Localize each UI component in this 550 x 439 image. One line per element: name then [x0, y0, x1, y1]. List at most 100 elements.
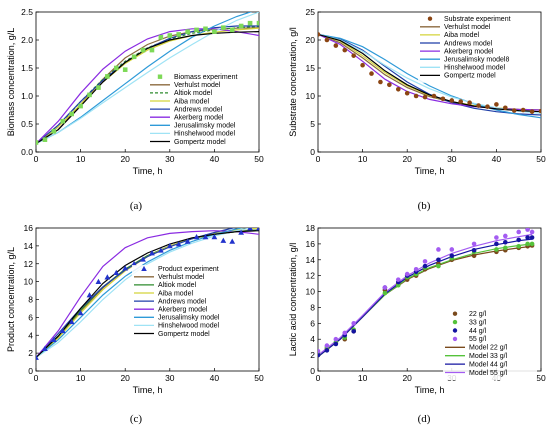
data-point	[378, 79, 383, 85]
legend-label: Jerusalimsky model8	[444, 57, 509, 64]
data-point	[86, 292, 93, 298]
data-point	[422, 94, 428, 100]
x-axis-label: Time, h	[133, 166, 163, 176]
x-tick-label: 10	[76, 373, 86, 383]
data-point	[113, 65, 119, 71]
panel-caption: (c)	[130, 413, 143, 425]
data-point	[194, 27, 199, 33]
data-point	[238, 229, 245, 235]
panel-caption: (d)	[418, 413, 431, 425]
y-tick-label: 8	[310, 302, 315, 312]
x-tick-label: 50	[254, 373, 264, 383]
data-point	[36, 354, 39, 360]
legend-label: Model 44 g/l	[469, 361, 508, 368]
data-point	[131, 54, 137, 60]
x-tick-label: 10	[358, 154, 368, 164]
data-point	[140, 256, 146, 262]
data-point	[256, 228, 259, 231]
data-point	[471, 241, 477, 247]
data-point	[96, 85, 101, 90]
legend-label: 22 g/l	[469, 311, 487, 318]
x-tick-label: 0	[316, 373, 321, 383]
x-tick-label: 40	[492, 154, 502, 164]
y-tick-label: 2	[310, 350, 315, 360]
data-point	[351, 321, 356, 326]
data-point	[452, 311, 458, 316]
y-tick-label: 14	[24, 241, 34, 251]
x-tick-label: 20	[120, 154, 130, 164]
plot-frame	[317, 11, 542, 153]
y-tick-label: 2.5	[21, 7, 33, 17]
legend-label: Biomass experiment	[174, 74, 237, 81]
data-point	[387, 82, 392, 88]
x-tick-label: 40	[210, 373, 220, 383]
y-tick-label: 20	[306, 35, 316, 45]
data-point	[68, 318, 75, 325]
data-point	[529, 109, 535, 114]
panel-caption: (b)	[418, 200, 431, 212]
data-point	[427, 16, 433, 21]
x-tick-label: 10	[358, 373, 368, 383]
data-point	[452, 319, 458, 325]
data-point	[494, 235, 499, 240]
data-point	[351, 328, 356, 334]
x-tick-label: 20	[120, 373, 130, 383]
y-tick-label: 10	[24, 277, 34, 287]
legend-label: Akerberg model	[174, 115, 224, 122]
y-tick-label: 0	[310, 366, 315, 376]
data-point	[452, 336, 458, 342]
data-point	[395, 277, 401, 282]
x-tick-label: 0	[34, 154, 39, 164]
data-point	[342, 47, 348, 53]
data-point	[422, 263, 428, 269]
panel-b: 0 10 20 30 40 50 0 5 10 15 20 25 Time, h Substrate co…	[288, 7, 546, 212]
x-tick-label: 20	[402, 154, 412, 164]
data-point	[318, 352, 321, 358]
data-point	[229, 238, 236, 244]
data-point	[158, 34, 164, 40]
y-axis-label: Product concentration, g/L	[6, 247, 16, 352]
data-point	[516, 229, 521, 235]
data-point	[476, 103, 481, 108]
legend-label: Model 22 g/l	[469, 345, 508, 352]
legend-label: Jerusalimsky model	[174, 123, 236, 130]
data-point	[436, 247, 441, 252]
marker-series	[36, 20, 259, 145]
x-axis-label: Time, h	[415, 166, 445, 176]
data-point	[360, 62, 365, 68]
data-point	[449, 247, 455, 252]
y-tick-label: 6	[310, 318, 315, 328]
data-point	[131, 260, 138, 267]
data-point	[467, 100, 472, 106]
data-point	[369, 71, 374, 76]
data-point	[395, 86, 401, 92]
data-point	[333, 43, 339, 48]
legend-label: Andrews model	[174, 106, 223, 113]
data-point	[494, 102, 499, 107]
data-point	[51, 128, 57, 134]
data-point	[395, 282, 401, 288]
legend-label: Product experiment	[158, 266, 219, 273]
data-point	[422, 259, 428, 264]
panel-d: 01020304050024681012141618Time, hLactic …	[288, 223, 546, 425]
x-tick-label: 10	[76, 154, 86, 164]
data-point	[440, 96, 446, 102]
data-point	[351, 53, 356, 58]
data-point	[238, 23, 244, 29]
y-tick-label: 10	[306, 91, 316, 101]
series-line	[36, 230, 259, 358]
data-point	[60, 118, 66, 124]
data-point	[342, 330, 348, 336]
data-point	[149, 47, 155, 53]
legend-label: Gompertz model	[158, 331, 210, 338]
data-point	[184, 238, 191, 244]
data-point	[95, 278, 102, 284]
data-point	[149, 250, 155, 256]
data-point	[157, 247, 164, 253]
data-point	[176, 32, 182, 37]
data-point	[494, 247, 499, 252]
data-point	[113, 269, 120, 276]
data-point	[520, 107, 526, 113]
